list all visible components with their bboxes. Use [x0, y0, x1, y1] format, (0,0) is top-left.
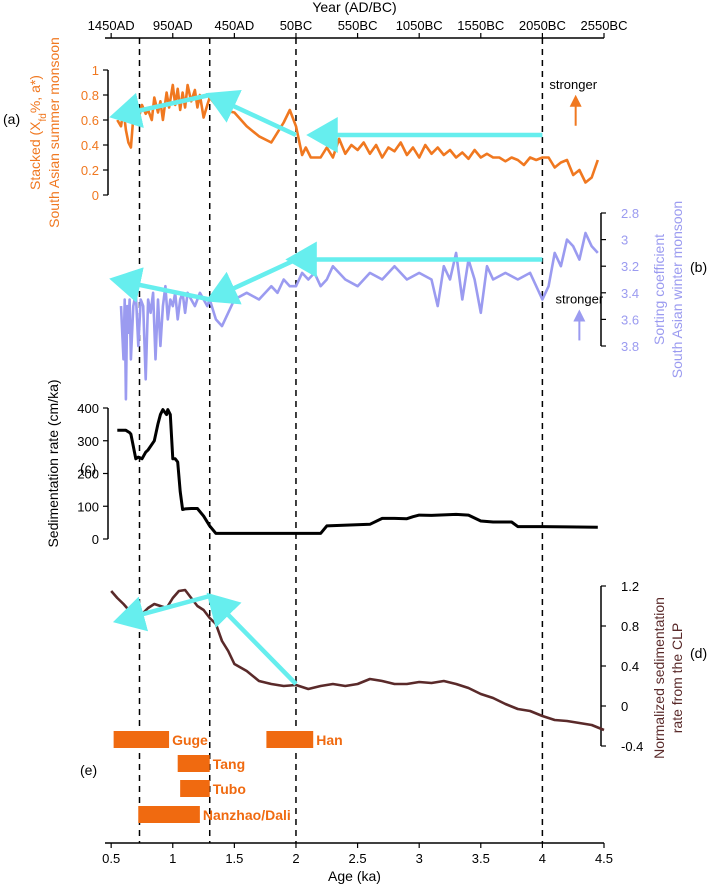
y-tick-label: -0.4	[621, 739, 643, 754]
panel-label-c: (c)	[80, 460, 96, 476]
dynasty-bar	[177, 755, 210, 772]
top-tick-label: 50BC	[280, 18, 313, 33]
panel-label-a: (a)	[3, 111, 20, 127]
top-axis-label: Year (AD/BC)	[312, 0, 396, 15]
y-axis-label-d-line2: rate from the CLP	[669, 623, 685, 734]
y-axis-label-a: Stacked (Xfd%, a*)	[27, 75, 49, 190]
dynasty-bar	[113, 731, 170, 748]
trend-arrow	[109, 92, 211, 128]
y-tick-label: 100	[77, 499, 99, 514]
y-tick-label: 0	[92, 188, 99, 203]
dynasty-bar	[138, 806, 200, 823]
y-tick-label: 0.2	[81, 163, 99, 178]
dynasty-label: Guge	[172, 732, 208, 748]
y-axis-label-a-part: Stacked (X	[27, 121, 43, 190]
y-axis-label-a-line2: South Asian summer monsoon	[46, 37, 62, 228]
series-line-d	[110, 588, 605, 732]
y-tick-label: 0	[92, 532, 99, 547]
x-tick-label: 4.5	[595, 851, 613, 866]
y-tick-label: 3	[621, 233, 628, 248]
x-tick-label: 1.5	[225, 851, 243, 866]
y-axis-label-b-line2: South Asian winter monsoon	[669, 201, 685, 378]
x-tick-label: 3.5	[472, 851, 490, 866]
y-axis-label-c: Sedimentation rate (cm/ka)	[45, 379, 61, 547]
top-tick-label: 950AD	[153, 18, 193, 33]
x-tick-label: 2	[292, 851, 299, 866]
panel-label-d: (d)	[690, 645, 707, 661]
y-tick-label: 0.4	[81, 138, 99, 153]
y-tick-label: 3.2	[621, 259, 639, 274]
top-tick-label: 450AD	[214, 18, 254, 33]
trend-arrow	[112, 593, 211, 632]
y-tick-label: 0.8	[621, 619, 639, 634]
y-tick-label: 0	[621, 699, 628, 714]
y-axis-label-b-line1: Sorting coefficient	[651, 234, 667, 345]
trend-arrow	[206, 592, 298, 686]
x-axis-label: Age (ka)	[328, 868, 381, 884]
y-axis-label-d-line1: Normalized sedimentation	[651, 597, 667, 759]
trend-arrow	[205, 257, 297, 305]
stronger-label-a: stronger	[549, 77, 597, 92]
dynasty-label: Tubo	[213, 781, 246, 797]
top-tick-label: 2050BC	[519, 18, 566, 33]
series-line-b	[119, 231, 599, 401]
y-tick-label: 2.8	[621, 206, 639, 221]
y-tick-label: 0.4	[621, 659, 639, 674]
y-tick-label: 1.2	[621, 579, 639, 594]
y-tick-label: 3.8	[621, 339, 639, 354]
y-tick-label: 200	[77, 467, 99, 482]
trend-arrow	[205, 90, 297, 138]
y-tick-label: 0.8	[81, 88, 99, 103]
y-tick-label: 1	[92, 63, 99, 78]
y-tick-label: 3.4	[621, 286, 639, 301]
stronger-label-b: stronger	[556, 291, 604, 306]
dynasty-bar	[180, 780, 210, 797]
dynasty-bar	[266, 731, 314, 748]
y-tick-label: 300	[77, 434, 99, 449]
y-axis-label-a-sub: fd	[38, 113, 49, 121]
x-tick-label: 4	[539, 851, 546, 866]
series-line-a	[116, 83, 600, 184]
y-tick-label: 0.6	[81, 113, 99, 128]
series-line-c	[117, 408, 598, 535]
top-tick-label: 1550BC	[457, 18, 504, 33]
y-axis-label-a-part: %, a*)	[27, 75, 43, 113]
panel-label-b: (b)	[690, 259, 707, 275]
y-tick-label: 400	[77, 401, 99, 416]
x-tick-label: 2.5	[349, 851, 367, 866]
dynasty-label: Nanzhao/Dali	[203, 807, 291, 823]
panel-label-e: (e)	[80, 762, 97, 778]
trend-arrow	[109, 267, 211, 303]
x-tick-label: 3	[416, 851, 423, 866]
top-tick-label: 1450AD	[88, 18, 135, 33]
top-tick-label: 550BC	[338, 18, 378, 33]
top-tick-label: 2550BC	[581, 18, 628, 33]
top-tick-label: 1050BC	[396, 18, 443, 33]
dynasty-label: Tang	[213, 756, 245, 772]
x-tick-label: 0.5	[102, 851, 120, 866]
x-tick-label: 1	[169, 851, 176, 866]
y-tick-label: 3.6	[621, 312, 639, 327]
dynasty-label: Han	[316, 732, 342, 748]
